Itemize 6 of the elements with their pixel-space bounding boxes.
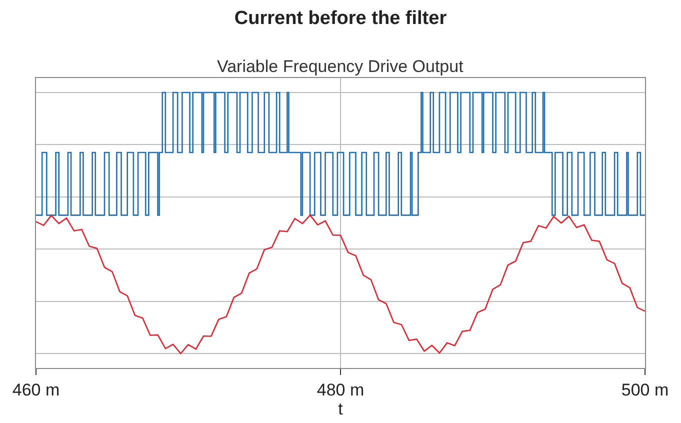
x-tick-label: 460 m [12,380,60,400]
x-axis-title: t [338,399,344,418]
x-tick-label: 500 m [621,380,669,400]
chart-subtitle: Variable Frequency Drive Output [217,57,464,76]
chart-title: Current before the filter [234,8,448,29]
x-tick-label: 480 m [316,380,364,400]
